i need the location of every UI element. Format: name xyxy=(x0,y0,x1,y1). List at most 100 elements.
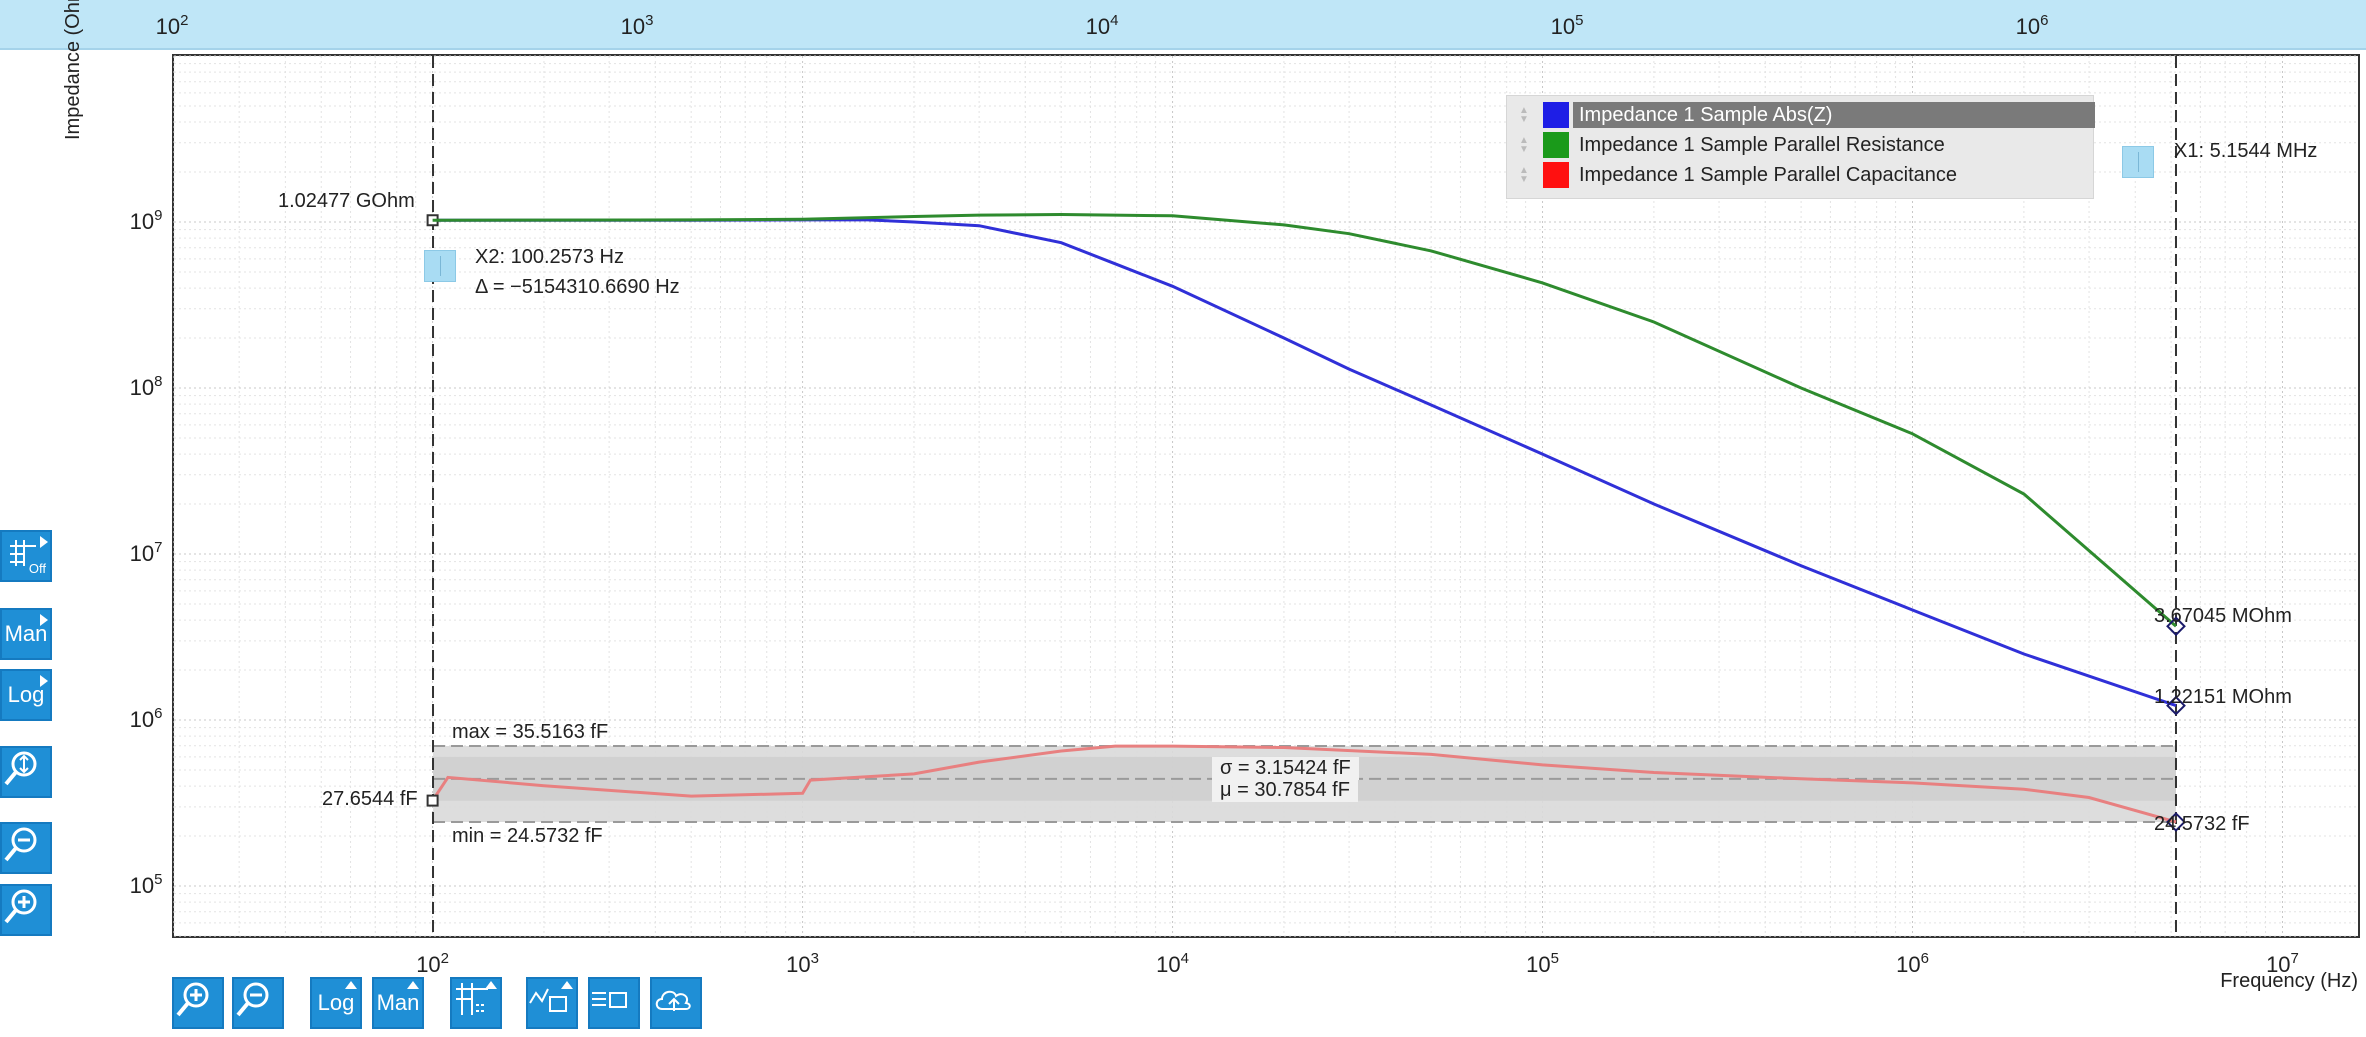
log-label: Log xyxy=(317,990,355,1015)
plot-area[interactable] xyxy=(172,54,2360,938)
y-scale-log-button[interactable]: Log xyxy=(0,669,52,721)
x-range-manual-button[interactable]: Man xyxy=(372,977,424,1029)
math-folder-icon xyxy=(529,988,567,1012)
x-tick-label: 103 xyxy=(786,950,819,977)
y-tick-label: 105 xyxy=(130,871,163,898)
stat-min-label: min = 24.5732 fF xyxy=(452,825,603,847)
cursor-x1-label: X1: 5.1544 MHz xyxy=(2174,140,2318,162)
y-tick-label-exponent: 7 xyxy=(154,539,162,556)
zoom-fit-y-button[interactable] xyxy=(0,746,52,798)
top-tick-label: 105 xyxy=(1551,12,1584,39)
submenu-arrow-icon xyxy=(561,981,573,989)
x-tick-label-exponent: 3 xyxy=(811,950,819,967)
cursor-grid-icon xyxy=(456,983,488,1015)
y-tick-label: 108 xyxy=(130,373,163,400)
submenu-arrow-icon xyxy=(485,981,497,989)
zoom-in-y-button[interactable] xyxy=(0,884,52,936)
series-parallel-capacitance xyxy=(431,744,2177,824)
drag-handle-icon[interactable]: ▲ ▼ xyxy=(1519,105,1529,125)
stat-mu-label: μ = 30.7854 fF xyxy=(1212,779,1358,802)
series-abs-z xyxy=(432,218,2177,708)
marker-end-series-abs-z xyxy=(2166,695,2186,716)
save-folder-icon xyxy=(592,992,627,1008)
x-tick-label: 102 xyxy=(416,950,449,977)
submenu-arrow-icon xyxy=(407,981,419,989)
y-tick-label: 106 xyxy=(130,705,163,732)
x-scale-log-button[interactable]: Log xyxy=(310,977,362,1029)
legend-swatch xyxy=(1543,162,1569,188)
cursor-tool-button[interactable] xyxy=(450,977,502,1029)
math-tool-button[interactable] xyxy=(526,977,578,1029)
drag-handle-icon[interactable]: ▲ ▼ xyxy=(1519,135,1529,155)
drag-handle-icon[interactable]: ▲ ▼ xyxy=(1519,165,1529,185)
marker-right-res-value: 3.67045 MOhm xyxy=(2154,605,2292,627)
top-tick-label-exponent: 4 xyxy=(1110,12,1118,29)
marker-right-abs-value: 1.22151 MOhm xyxy=(2154,686,2292,708)
top-tick-label-exponent: 5 xyxy=(1575,12,1583,29)
x-tick-label-exponent: 6 xyxy=(1921,950,1929,967)
top-tick-label-exponent: 2 xyxy=(180,12,188,29)
stat-sigma-label: σ = 3.15424 fF xyxy=(1212,757,1359,780)
legend-swatch xyxy=(1543,132,1569,158)
top-frequency-axis[interactable] xyxy=(0,0,2366,50)
stat-max-label: max = 35.5163 fF xyxy=(452,721,609,743)
x-tick-label: 104 xyxy=(1156,950,1189,977)
submenu-arrow-icon xyxy=(345,981,357,989)
y-tick-label: 107 xyxy=(130,539,163,566)
top-tick-label: 103 xyxy=(621,12,654,39)
y-tick-label: 109 xyxy=(130,207,163,234)
x-tick-label: 105 xyxy=(1526,950,1559,977)
y-tick-label-exponent: 6 xyxy=(154,705,162,722)
submenu-arrow-icon xyxy=(40,536,48,548)
zoom-out-icon xyxy=(236,982,269,1017)
manual-label: Man xyxy=(376,990,420,1015)
marker-start-series-parallel-capacitance xyxy=(426,794,439,807)
top-tick-label: 104 xyxy=(1086,12,1119,39)
log-label: Log xyxy=(7,682,45,707)
x-tick-label-exponent: 7 xyxy=(2291,950,2299,967)
top-tick-label: 102 xyxy=(156,12,189,39)
legend-item-parallel-capacitance[interactable]: ▲ ▼ Impedance 1 Sample Parallel Capacitan… xyxy=(1507,160,2093,189)
legend-item-parallel-resistance[interactable]: ▲ ▼ Impedance 1 Sample Parallel Resistanc… xyxy=(1507,130,2093,159)
cursor-delta-label: Δ = −5154310.6690 Hz xyxy=(475,276,680,298)
cursor-x2-label: X2: 100.2573 Hz xyxy=(475,246,624,268)
submenu-arrow-icon xyxy=(40,675,48,687)
zoom-in-icon xyxy=(176,982,209,1017)
marker-right-cap-value: 24.5732 fF xyxy=(2154,813,2250,835)
submenu-arrow-icon xyxy=(40,614,48,626)
zoom-in-x-button[interactable] xyxy=(172,977,224,1029)
y-tick-label-exponent: 8 xyxy=(154,373,162,390)
marker-end-series-parallel-capacitance xyxy=(2166,812,2186,832)
marker-left-cap-value: 27.6544 fF xyxy=(322,788,418,810)
legend-item-abs-z[interactable]: ▲ ▼ Impedance 1 Sample Abs(Z) xyxy=(1507,100,2095,129)
cursor-x1-handle[interactable] xyxy=(2122,146,2154,178)
zoom-out-x-button[interactable] xyxy=(232,977,284,1029)
grid-icon: Off xyxy=(28,561,46,576)
grid-off-button[interactable]: Off xyxy=(0,530,52,582)
series-parallel-resistance xyxy=(432,212,2177,628)
x-axis-title: Frequency (Hz) xyxy=(2220,970,2358,992)
zoom-fit-icon xyxy=(4,751,37,786)
marker-left-abs-value: 1.02477 GOhm xyxy=(278,190,415,212)
zoom-out-y-button[interactable] xyxy=(0,822,52,874)
x-tick-label: 106 xyxy=(1896,950,1929,977)
top-tick-label-exponent: 3 xyxy=(645,12,653,29)
y-tick-label-exponent: 9 xyxy=(154,207,162,224)
zoom-out-icon xyxy=(4,827,37,862)
grid-lines-icon xyxy=(10,540,36,566)
cloud-upload-button[interactable] xyxy=(650,977,702,1029)
marker-end-series-parallel-resistance xyxy=(2166,616,2186,637)
legend-label: Impedance 1 Sample Parallel Resistance xyxy=(1579,134,1945,156)
legend[interactable]: ▲ ▼ Impedance 1 Sample Abs(Z) ▲ ▼ Impedanc… xyxy=(1506,95,2095,199)
legend-label: Impedance 1 Sample Abs(Z) xyxy=(1573,102,2095,128)
y-range-manual-button[interactable]: Man xyxy=(0,608,52,660)
save-data-button[interactable] xyxy=(588,977,640,1029)
x-tick-label-exponent: 4 xyxy=(1181,950,1189,967)
zoom-in-icon xyxy=(4,889,37,924)
cursor-x2-handle[interactable] xyxy=(424,250,456,282)
y-axis-title: Impedance (Ohm) xyxy=(62,0,84,140)
x-tick-label-exponent: 2 xyxy=(441,950,449,967)
top-tick-label: 106 xyxy=(2016,12,2049,39)
cloud-upload-icon xyxy=(655,990,691,1011)
